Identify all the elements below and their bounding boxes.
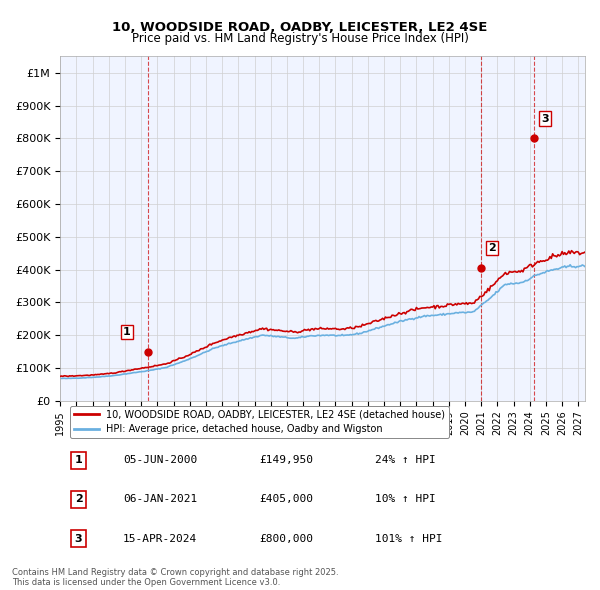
- Text: 1: 1: [123, 327, 131, 337]
- Text: 101% ↑ HPI: 101% ↑ HPI: [375, 533, 443, 543]
- Text: 06-JAN-2021: 06-JAN-2021: [123, 494, 197, 504]
- Text: 10, WOODSIDE ROAD, OADBY, LEICESTER, LE2 4SE: 10, WOODSIDE ROAD, OADBY, LEICESTER, LE2…: [112, 21, 488, 34]
- Text: 15-APR-2024: 15-APR-2024: [123, 533, 197, 543]
- Text: 10% ↑ HPI: 10% ↑ HPI: [375, 494, 436, 504]
- Text: Contains HM Land Registry data © Crown copyright and database right 2025.
This d: Contains HM Land Registry data © Crown c…: [12, 568, 338, 587]
- Text: £405,000: £405,000: [260, 494, 314, 504]
- Text: 2: 2: [488, 243, 496, 253]
- Text: 24% ↑ HPI: 24% ↑ HPI: [375, 455, 436, 466]
- Text: £800,000: £800,000: [260, 533, 314, 543]
- Text: 1: 1: [75, 455, 82, 466]
- Text: 2: 2: [75, 494, 82, 504]
- Text: 3: 3: [541, 114, 549, 124]
- Text: 05-JUN-2000: 05-JUN-2000: [123, 455, 197, 466]
- Text: £149,950: £149,950: [260, 455, 314, 466]
- Text: Price paid vs. HM Land Registry's House Price Index (HPI): Price paid vs. HM Land Registry's House …: [131, 32, 469, 45]
- Text: 3: 3: [75, 533, 82, 543]
- Legend: 10, WOODSIDE ROAD, OADBY, LEICESTER, LE2 4SE (detached house), HPI: Average pric: 10, WOODSIDE ROAD, OADBY, LEICESTER, LE2…: [70, 405, 449, 438]
